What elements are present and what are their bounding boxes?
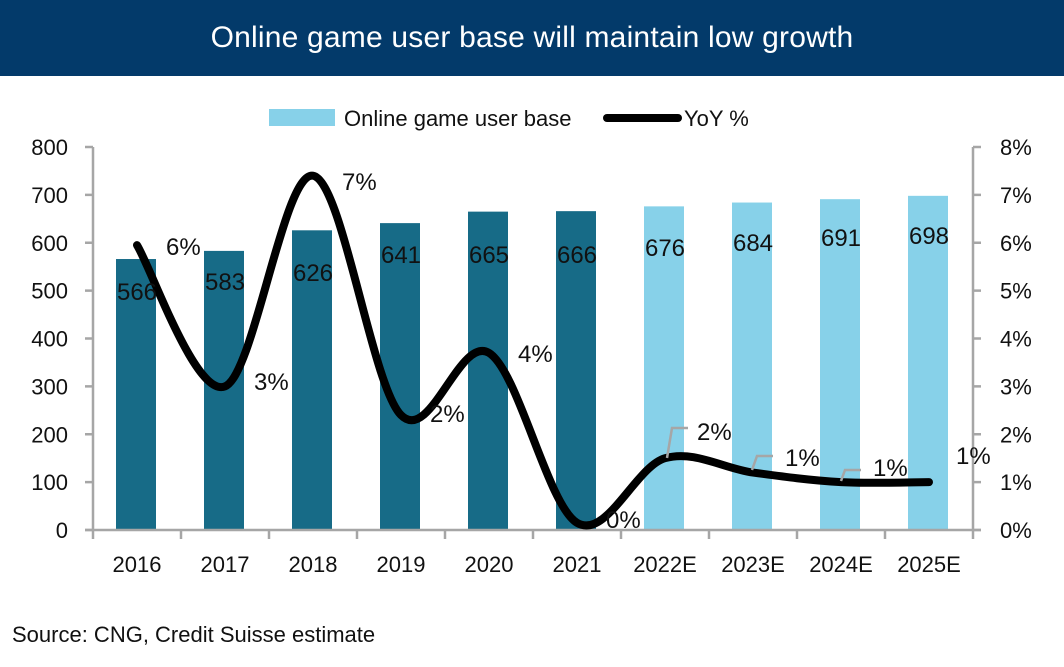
right-tick-label: 5% bbox=[1000, 279, 1032, 304]
yoy-line bbox=[133, 171, 933, 530]
yoy-value-label: 6% bbox=[166, 234, 201, 261]
yoy-value-label: 2% bbox=[697, 419, 732, 446]
left-tick-label: 400 bbox=[31, 327, 68, 352]
right-tick-label: 1% bbox=[1000, 470, 1032, 495]
legend-swatch-user-base bbox=[269, 109, 335, 126]
bar-value-label: 583 bbox=[205, 269, 245, 296]
bar-value-label: 698 bbox=[909, 223, 949, 250]
chart-title-banner: Online game user base will maintain low … bbox=[0, 0, 1064, 76]
bar-2021 bbox=[556, 211, 596, 530]
x-tick-label: 2023E bbox=[721, 552, 785, 577]
x-tick-label: 2021 bbox=[553, 552, 602, 577]
bar-value-label: 566 bbox=[117, 279, 157, 306]
bar-value-label: 676 bbox=[645, 235, 685, 262]
yoy-value-label: 0% bbox=[606, 507, 641, 534]
bar-value-label: 691 bbox=[821, 225, 861, 252]
legend-label-user-base: Online game user base bbox=[344, 106, 571, 131]
left-tick-label: 700 bbox=[31, 183, 68, 208]
left-tick-label: 500 bbox=[31, 279, 68, 304]
bar-value-label: 626 bbox=[293, 260, 333, 287]
x-tick-label: 2019 bbox=[377, 552, 426, 577]
yoy-value-label: 1% bbox=[785, 445, 820, 472]
left-tick-label: 0 bbox=[56, 518, 68, 543]
yoy-value-label: 1% bbox=[873, 455, 908, 482]
bar-value-label: 666 bbox=[557, 242, 597, 269]
label-leader-line bbox=[839, 468, 861, 482]
right-tick-label: 2% bbox=[1000, 422, 1032, 447]
right-tick-label: 7% bbox=[1000, 183, 1032, 208]
right-tick-label: 0% bbox=[1000, 518, 1032, 543]
chart-title: Online game user base will maintain low … bbox=[210, 21, 854, 54]
bar-value-label: 641 bbox=[381, 242, 421, 269]
source-note: Source: CNG, Credit Suisse estimate bbox=[12, 622, 376, 647]
x-tick-label: 2024E bbox=[809, 552, 873, 577]
left-tick-label: 300 bbox=[31, 374, 68, 399]
x-tick-label: 2018 bbox=[289, 552, 338, 577]
x-tick-label: 2020 bbox=[465, 552, 514, 577]
yoy-value-label: 7% bbox=[342, 169, 377, 196]
x-tick-label: 2025E bbox=[897, 552, 961, 577]
bar-2016 bbox=[116, 259, 156, 530]
right-tick-label: 3% bbox=[1000, 374, 1032, 399]
left-tick-label: 800 bbox=[31, 135, 68, 160]
yoy-value-label: 1% bbox=[956, 443, 991, 470]
label-leader-line bbox=[750, 454, 773, 471]
x-tick-label: 2022E bbox=[633, 552, 697, 577]
label-leader-line bbox=[665, 426, 688, 459]
right-tick-label: 6% bbox=[1000, 231, 1032, 256]
bar-2022E bbox=[644, 206, 684, 531]
bar-2025E bbox=[908, 195, 948, 530]
bar-value-label: 665 bbox=[469, 242, 509, 269]
chart: Online game user base YoY % 0 100 200 300 400 5… bbox=[31, 106, 1032, 577]
left-tick-label: 600 bbox=[31, 231, 68, 256]
yoy-value-label: 4% bbox=[518, 341, 553, 368]
left-tick-label: 200 bbox=[31, 422, 68, 447]
legend-label-yoy: YoY % bbox=[684, 106, 749, 131]
x-tick-label: 2016 bbox=[113, 552, 162, 577]
x-tick-label: 2017 bbox=[201, 552, 250, 577]
right-tick-label: 8% bbox=[1000, 135, 1032, 160]
bar-value-label: 684 bbox=[733, 230, 773, 257]
left-tick-label: 100 bbox=[31, 470, 68, 495]
bar-2024E bbox=[820, 199, 860, 530]
right-tick-label: 4% bbox=[1000, 327, 1032, 352]
bar-2018 bbox=[292, 230, 332, 531]
yoy-value-label: 3% bbox=[254, 369, 289, 396]
yoy-value-label: 2% bbox=[430, 401, 465, 428]
